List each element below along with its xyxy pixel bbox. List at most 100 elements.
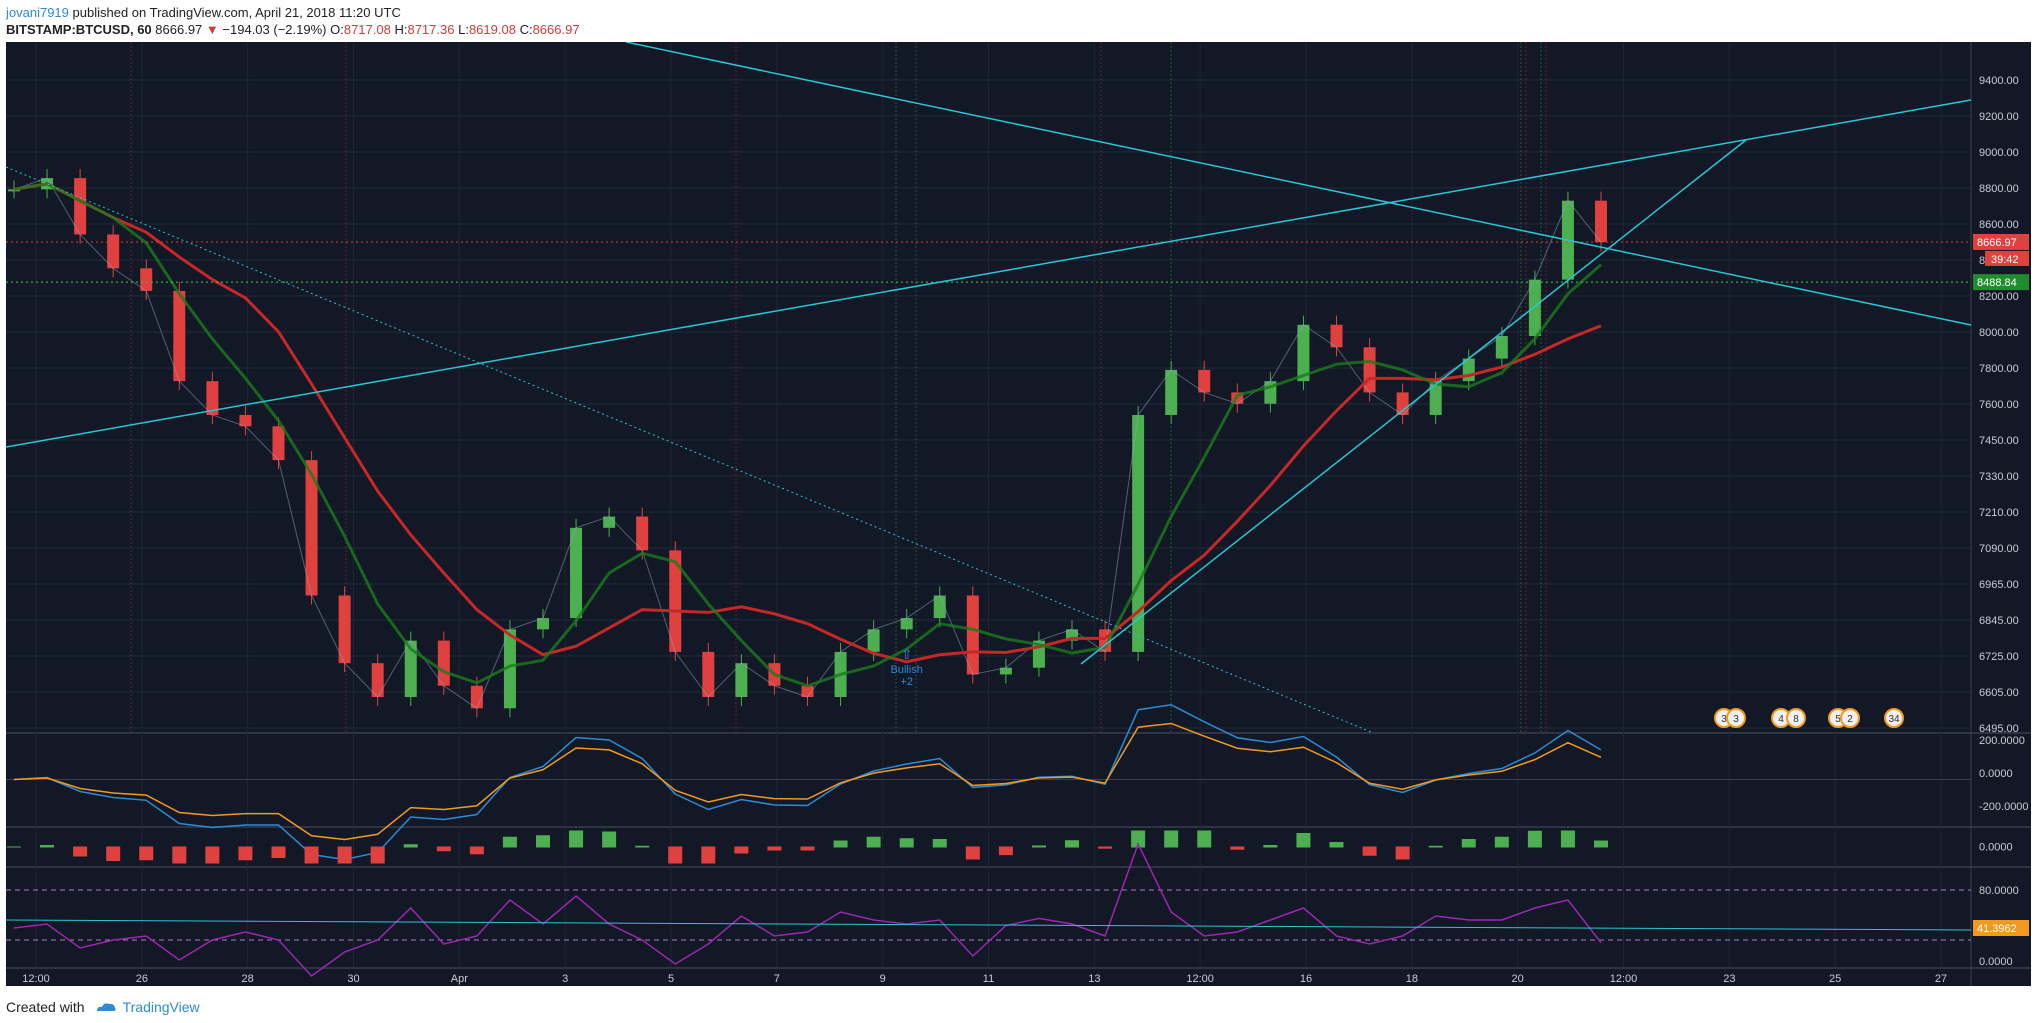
candle-body (140, 268, 153, 291)
price-tick-label: 7090.00 (1979, 543, 2019, 555)
histogram-bar (1065, 840, 1079, 848)
candle-body (74, 178, 87, 235)
candle-body (1528, 279, 1541, 337)
time-tick-label: 23 (1723, 973, 1735, 985)
histogram-bar (370, 846, 385, 864)
histogram-bar (502, 836, 517, 848)
author-link[interactable]: jovani7919 (6, 5, 69, 20)
event-badge-count: 3 (1721, 714, 1727, 725)
histogram-bar (1329, 842, 1344, 848)
candle-body (239, 414, 252, 427)
candle-body (404, 640, 417, 698)
histogram-tick-label: 0.0000 (1979, 842, 2013, 854)
rsi-tick-label: 0.0000 (1979, 956, 2013, 968)
open-label: O: (330, 22, 344, 37)
candle-body (1429, 381, 1442, 415)
event-badge-count: 4 (1778, 714, 1784, 725)
price-line (13, 177, 1602, 710)
price-change: −194.03 (−2.19%) (222, 22, 327, 37)
histogram-bar (536, 835, 550, 848)
candle-body (272, 426, 285, 461)
histogram-bar (271, 846, 286, 858)
event-badge-count: 3 (1733, 714, 1739, 725)
price-tick-label: 7450.00 (1979, 435, 2019, 447)
tradingview-link[interactable]: TradingView (122, 999, 200, 1015)
histogram-bar (635, 845, 650, 848)
moving-average-long (13, 182, 1602, 664)
candle-body (1595, 200, 1607, 243)
price-tick-label: 8200.00 (1979, 291, 2019, 303)
time-tick-label: 28 (242, 973, 254, 985)
time-tick-label: 12:00 (1610, 973, 1638, 985)
bullish-annotation-sub: +2 (900, 676, 913, 688)
histogram-bar (469, 846, 484, 855)
histogram-bar (1461, 839, 1476, 848)
histogram-bar (1197, 830, 1212, 848)
histogram-bar (7, 846, 21, 848)
histogram-bar (73, 846, 88, 857)
histogram-bar (1594, 840, 1608, 848)
high-value: 8717.36 (407, 22, 455, 37)
time-tick-label: 12:00 (22, 973, 50, 985)
event-badge-count: 5 (1835, 714, 1841, 725)
histogram-bar (800, 846, 815, 851)
price-tick-label: 7800.00 (1979, 363, 2019, 375)
low-label: L: (458, 22, 469, 37)
price-tick-label: 8000.00 (1979, 327, 2019, 339)
histogram-bar (569, 830, 584, 848)
histogram-bar (40, 845, 55, 848)
candle-body (206, 381, 219, 415)
ohlc-line: BITSTAMP:BTCUSD, 60 8666.97 ▼ −194.03 (−… (6, 21, 580, 38)
histogram-bar (602, 831, 617, 848)
macd-tick-label: 200.0000 (1979, 735, 2025, 747)
candle-body (669, 550, 682, 652)
candle-body (1165, 369, 1178, 415)
price-chart-svg[interactable]: 9400.009200.009000.008800.008600.008400.… (5, 41, 2031, 986)
open-value: 8717.08 (343, 22, 391, 37)
candle-body (867, 629, 880, 652)
candle-body (305, 460, 318, 596)
macd-signal-line (13, 722, 1602, 841)
price-tick-label: 6605.00 (1979, 687, 2019, 699)
histogram-bar (932, 839, 947, 848)
histogram-bar (172, 846, 187, 864)
trend-line (625, 41, 1972, 326)
time-tick-label: 18 (1406, 973, 1418, 985)
timer-badge (1985, 250, 2029, 266)
histogram-bar (1296, 833, 1311, 848)
trend-line (5, 99, 1972, 448)
candle-body (900, 618, 913, 630)
event-badge (1786, 708, 1806, 728)
histogram-bar (1131, 830, 1146, 848)
candle-body (966, 595, 979, 675)
candle-body (107, 234, 120, 269)
macd-line (13, 704, 1602, 861)
histogram-bar (403, 844, 418, 848)
last-price-badge (1973, 233, 2029, 250)
time-tick-label: Apr (451, 973, 468, 985)
support-level-badge (1973, 274, 2029, 291)
price-tick-label: 8600.00 (1979, 219, 2019, 231)
histogram-bar (833, 840, 848, 848)
rsi-trend-line (5, 919, 1972, 931)
histogram-bar (337, 846, 352, 864)
close-label: C: (519, 22, 533, 37)
trend-line (1080, 139, 1747, 665)
histogram-bar (998, 846, 1013, 856)
histogram-bar (304, 846, 319, 864)
chart-area[interactable]: 9400.009200.009000.008800.008600.008400.… (5, 41, 2031, 986)
candle-body (1396, 392, 1409, 415)
candle-body (173, 290, 186, 382)
tradingview-brand[interactable]: TradingView (95, 999, 200, 1015)
event-badge-count: 34 (1888, 714, 1900, 725)
last-price: 8666.97 (155, 22, 203, 37)
candle-body (470, 685, 483, 709)
event-badge-count: 8 (1793, 714, 1799, 725)
histogram-bar (1527, 830, 1542, 848)
macd-tick-label: 0.0000 (1979, 768, 2013, 780)
candle-body (702, 651, 715, 698)
candle-body (801, 685, 814, 698)
time-tick-label: 3 (562, 973, 568, 985)
publish-info: published on TradingView.com, April 21, … (72, 5, 401, 20)
time-tick-label: 12:00 (1186, 973, 1214, 985)
